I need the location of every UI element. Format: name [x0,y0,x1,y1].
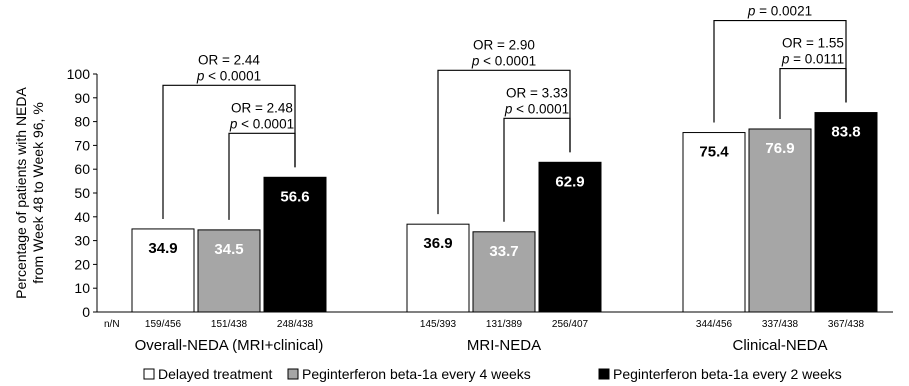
bar-value-label: 75.4 [699,144,729,161]
p-value: = 0.0021 [755,4,812,19]
annotation-bracket [779,67,847,119]
bar-value-label: 76.9 [765,140,794,157]
bar [472,231,536,313]
bar [682,132,746,313]
p-symbol: p [781,52,790,67]
bar-value-label: 34.5 [214,241,243,258]
annotation-bracket [437,69,571,215]
category-label: Overall-NEDA (MRI+clinical) [135,337,324,354]
p-symbol: p [229,116,238,131]
sample-size-label: 256/407 [552,319,589,330]
y-tick-label: 80 [74,114,90,130]
y-tick-label: 30 [74,233,90,249]
annotation-bracket [713,19,847,123]
sample-size-label: 159/456 [145,319,182,330]
odds-ratio-label: OR = 2.44 [198,52,260,67]
p-value-label: p < 0.0001 [229,116,294,131]
bar [263,176,327,313]
sample-size-label: 344/456 [696,319,733,330]
bar-value-label: 34.9 [148,240,177,257]
bar-value-label: 83.8 [831,124,860,141]
bars: 34.9 36.9 75.4 34.5 33.7 76.9 56.6 62.9 83.8 [131,112,878,313]
annotation-bracket [162,84,296,219]
category-label: Clinical-NEDA [732,337,827,354]
bar-value-label: 33.7 [489,243,518,260]
annotation-bracket [228,132,296,220]
bar [131,228,195,313]
bar [748,128,812,313]
y-axis-title-line-2: from Week 48 to Week 96, % [30,102,46,284]
p-value: < 0.0001 [237,116,294,131]
legend-swatch [143,368,155,380]
y-tick-label: 90 [74,90,90,106]
sample-size-label: 131/389 [486,319,523,330]
bar [814,112,878,313]
p-symbol: p [471,53,480,68]
p-value-label: p < 0.0001 [504,101,569,116]
legend: Delayed treatment Peginterferon beta-1a e… [143,366,842,382]
n-over-N-label: n/N [104,319,120,330]
bar [538,161,602,313]
y-tick-label: 40 [74,209,90,225]
bar [197,229,261,313]
p-symbol: p [196,68,205,83]
y-tick-label: 100 [67,66,91,82]
legend-label: Peginterferon beta-1a every 4 weeks [302,366,531,382]
sample-size-label: 248/438 [277,319,314,330]
bar-value-label: 62.9 [555,173,584,190]
annotation-bracket [503,117,571,222]
odds-ratio-label: OR = 2.90 [473,37,535,52]
sample-size-label: 145/393 [420,319,457,330]
odds-ratio-label: OR = 2.48 [231,100,293,115]
category-label: MRI-NEDA [467,337,541,354]
p-symbol: p [504,101,513,116]
y-tick-label: 50 [74,185,90,201]
y-tick-label: 60 [74,161,90,177]
p-value-label: p = 0.0021 [747,4,812,19]
bar-value-label: 36.9 [423,235,452,252]
y-tick-label: 10 [74,280,90,296]
p-value: < 0.0001 [479,53,536,68]
p-symbol: p [747,4,756,19]
bar-value-label: 56.6 [280,188,309,205]
bar [406,223,470,313]
legend-swatch [598,368,610,380]
p-value: < 0.0001 [512,101,569,116]
odds-ratio-label: OR = 3.33 [506,85,568,100]
sample-size-label: 151/438 [211,319,248,330]
x-axis-labels: n/N 159/456 145/393 344/456 151/438 131/389 33… [104,319,865,354]
p-value-label: p < 0.0001 [196,68,261,83]
legend-label: Peginterferon beta-1a every 2 weeks [613,366,842,382]
p-value-label: p = 0.0111 [781,52,844,67]
sample-size-label: 337/438 [762,319,799,330]
y-tick-label: 70 [74,137,90,153]
y-tick-label: 20 [74,256,90,272]
y-axis-title-line-1: Percentage of patients with NEDA [13,87,29,299]
p-value: = 0.0111 [789,52,844,67]
y-tick-label: 0 [82,304,90,320]
odds-ratio-label: OR = 1.55 [782,36,844,51]
p-value-label: p < 0.0001 [471,53,536,68]
legend-swatch [287,368,299,380]
p-value: < 0.0001 [204,68,261,83]
odds-ratio-label: OR = 1.68 [749,0,811,3]
sample-size-label: 367/438 [828,319,865,330]
y-axis-title: Percentage of patients with NEDA from We… [13,87,46,299]
legend-label: Delayed treatment [158,366,273,382]
